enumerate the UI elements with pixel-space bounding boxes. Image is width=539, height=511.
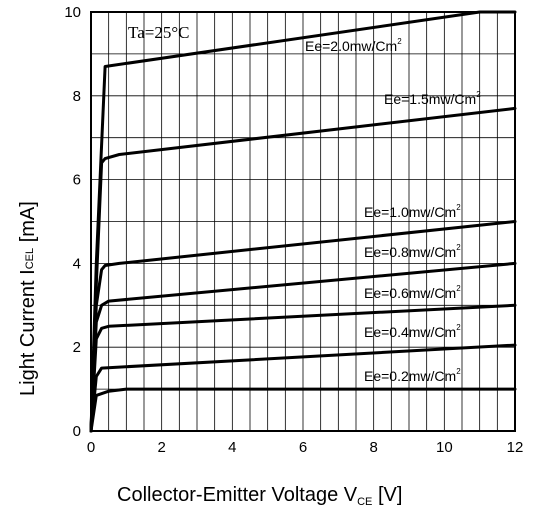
series-label: Ee=0.6mw/Cm2 — [364, 284, 461, 301]
y-tick-label: 4 — [73, 255, 81, 272]
y-axis-title-sub: CEL — [24, 248, 36, 269]
x-tick-label: 0 — [87, 439, 95, 456]
series-label: Ee=2.0mw/Cm2 — [305, 37, 402, 54]
curves — [89, 10, 517, 433]
x-tick-label: 12 — [507, 439, 524, 456]
grid — [91, 12, 515, 431]
series-labels: Ee=2.0mw/Cm2 Ee=1.5mw/Cm2 Ee=1.0mw/Cm2 Ee=0… — [305, 37, 481, 384]
series-label: Ee=1.0mw/Cm2 — [364, 203, 461, 220]
series-line — [89, 387, 517, 433]
series-label: Ee=0.8mw/Cm2 — [364, 243, 461, 260]
series-line — [89, 303, 517, 433]
y-axis-title-unit: [mA] — [17, 201, 39, 248]
x-axis-title: Collector-Emitter Voltage VCE [V] — [117, 484, 402, 508]
x-axis-title-unit: [V] — [372, 484, 402, 506]
series-label: Ee=0.2mw/Cm2 — [364, 367, 461, 384]
y-tick-label: 2 — [73, 339, 81, 356]
y-tick-label: 10 — [64, 4, 81, 21]
condition-label: Ta=25°C — [128, 23, 189, 42]
x-axis-title-main: Collector-Emitter Voltage V — [117, 484, 358, 506]
y-tick-label: 6 — [73, 172, 81, 189]
y-axis-title-main: Light Current I — [17, 269, 39, 396]
y-tick-label: 8 — [73, 88, 81, 105]
x-tick-label: 8 — [369, 439, 377, 456]
x-tick-label: 6 — [299, 439, 307, 456]
x-axis-title-sub: CE — [357, 496, 372, 508]
y-tick-label: 0 — [73, 423, 81, 440]
series-label: Ee=0.4mw/Cm2 — [364, 323, 461, 340]
x-tick-label: 10 — [436, 439, 453, 456]
y-axis-title: Light Current ICEL [mA] — [17, 201, 39, 396]
series-label: Ee=1.5mw/Cm2 — [384, 90, 481, 107]
tick-labels: 0 2 4 6 8 10 12 0 2 4 6 8 10 — [64, 4, 523, 456]
plot-frame — [90, 11, 516, 432]
x-tick-label: 4 — [228, 439, 236, 456]
x-tick-label: 2 — [157, 439, 165, 456]
